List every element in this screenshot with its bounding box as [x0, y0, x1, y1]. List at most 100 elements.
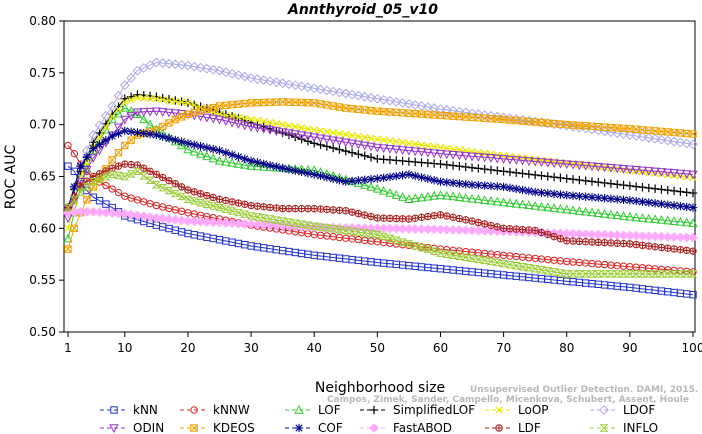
data-point	[183, 139, 193, 148]
data-point	[443, 212, 451, 220]
data-point	[404, 240, 414, 248]
data-point	[536, 201, 547, 211]
data-point	[76, 182, 85, 190]
data-point	[486, 110, 496, 121]
data-point	[146, 94, 154, 103]
data-point	[88, 206, 99, 217]
series-ldf	[64, 160, 697, 255]
data-point	[138, 211, 149, 222]
data-point	[537, 228, 546, 237]
data-point	[631, 270, 641, 278]
data-point	[442, 190, 452, 200]
data-point	[108, 156, 116, 164]
data-point	[240, 154, 249, 164]
data-point	[233, 158, 244, 168]
data-point	[549, 159, 559, 169]
data-point	[323, 205, 331, 214]
data-point	[543, 202, 553, 212]
data-point	[562, 174, 571, 183]
data-point	[290, 130, 300, 140]
data-point	[638, 197, 647, 206]
data-point	[455, 179, 464, 188]
legend-marker	[110, 406, 118, 414]
x-tick-label: 10	[117, 341, 132, 355]
data-point	[625, 181, 635, 191]
data-point	[506, 116, 514, 124]
data-point	[392, 138, 400, 146]
data-point	[517, 199, 528, 209]
legend-label: ODIN	[133, 421, 164, 434]
data-point	[196, 107, 205, 115]
data-point	[190, 188, 198, 196]
data-point	[108, 185, 116, 193]
data-point	[279, 121, 287, 129]
data-point	[335, 206, 344, 214]
data-point	[681, 138, 692, 149]
data-point	[240, 160, 250, 169]
data-point	[607, 239, 615, 247]
data-point	[139, 172, 149, 180]
legend-item-knnw: kNNW	[180, 403, 250, 417]
data-point	[322, 135, 332, 145]
data-point	[537, 118, 546, 127]
data-point	[612, 164, 622, 174]
data-point	[594, 193, 603, 202]
data-point	[284, 165, 294, 174]
data-point	[366, 182, 376, 191]
data-point	[378, 223, 389, 234]
data-point	[146, 167, 154, 176]
data-point	[341, 177, 350, 186]
data-point	[385, 234, 395, 242]
data-point	[549, 203, 559, 212]
data-point	[284, 218, 294, 226]
data-point	[184, 99, 192, 107]
data-point	[152, 95, 161, 103]
data-point	[454, 225, 465, 235]
citation-watermark-line1: Campos, Zimek, Sander, Campello, Micenko…	[327, 395, 689, 405]
legend-label: KDEOS	[213, 421, 255, 434]
data-point	[682, 202, 691, 212]
data-point	[285, 204, 293, 213]
data-point	[107, 208, 118, 218]
data-point	[499, 224, 508, 233]
data-point	[397, 192, 408, 201]
data-point	[651, 243, 659, 251]
data-point	[227, 68, 238, 79]
data-point	[631, 131, 642, 141]
data-point	[108, 112, 116, 120]
data-point	[473, 153, 483, 162]
data-point	[246, 123, 256, 132]
data-point	[555, 159, 566, 169]
data-point	[272, 204, 281, 212]
data-point	[512, 225, 520, 233]
data-point	[689, 268, 697, 276]
data-point	[220, 67, 231, 78]
data-point	[88, 154, 98, 163]
data-point	[404, 194, 414, 204]
data-point	[662, 135, 673, 146]
data-point	[76, 188, 86, 196]
data-point	[329, 206, 337, 214]
data-point	[83, 196, 91, 204]
data-point	[360, 229, 370, 237]
data-point	[657, 185, 666, 194]
data-point	[202, 113, 212, 123]
data-point	[119, 80, 130, 91]
data-point	[505, 198, 515, 207]
data-point	[246, 219, 256, 230]
data-point	[100, 110, 111, 121]
data-point	[221, 148, 231, 157]
data-point	[631, 212, 641, 222]
data-point	[505, 260, 515, 269]
data-point	[650, 167, 660, 177]
data-point	[688, 139, 698, 150]
data-point	[291, 123, 299, 131]
series-line	[67, 145, 694, 273]
data-point	[290, 219, 300, 227]
data-point	[486, 165, 496, 175]
data-point	[208, 202, 218, 210]
data-point	[228, 198, 236, 206]
data-point	[88, 130, 99, 140]
data-point	[297, 167, 306, 177]
data-point	[209, 193, 217, 202]
